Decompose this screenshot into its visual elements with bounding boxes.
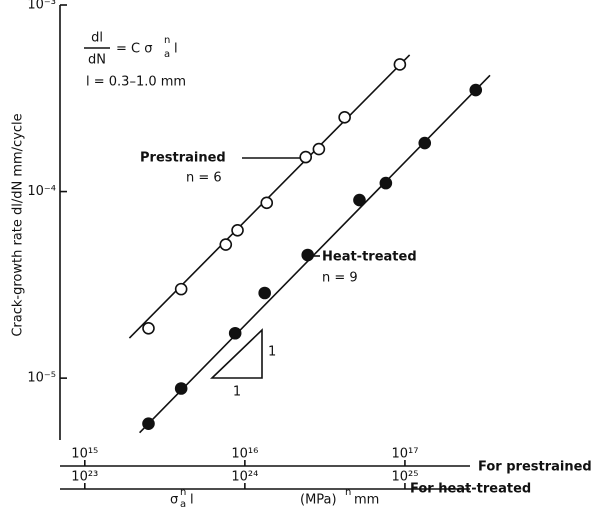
formula-tail: l bbox=[174, 42, 178, 57]
x-tick-label: 10²⁴ bbox=[231, 470, 258, 485]
data-point bbox=[338, 111, 351, 124]
formula-denominator: dN bbox=[88, 53, 106, 68]
x-tick-label: 10¹⁶ bbox=[231, 447, 258, 462]
x-label-unit: (MPa) bbox=[300, 493, 337, 508]
y-tick-label: 10⁻³ bbox=[27, 0, 56, 13]
y-tick-label: 10⁻⁴ bbox=[27, 184, 56, 199]
data-point bbox=[299, 150, 313, 164]
x2-axis-label: For heat-treated bbox=[410, 482, 531, 497]
x-tick-label: 10²³ bbox=[71, 470, 98, 485]
data-point bbox=[469, 83, 483, 97]
fit-line bbox=[139, 74, 491, 434]
x-label-symbol: σ bbox=[170, 493, 178, 508]
data-point bbox=[418, 136, 432, 150]
x-label-unit-superscript: n bbox=[345, 487, 351, 498]
x-tick-label: 10¹⁵ bbox=[71, 447, 98, 462]
data-point bbox=[142, 417, 155, 430]
data-point bbox=[219, 238, 233, 251]
data-point bbox=[174, 282, 188, 296]
series-label: Prestrained bbox=[140, 151, 226, 166]
data-point bbox=[393, 58, 407, 71]
x-axis-label: For prestrained bbox=[478, 460, 591, 475]
x-tick-label: 10²⁵ bbox=[391, 470, 418, 485]
data-point bbox=[142, 321, 155, 335]
data-point bbox=[260, 196, 274, 210]
y-tick-label: 10⁻⁵ bbox=[27, 371, 56, 386]
slope-label: 1 bbox=[268, 345, 276, 360]
slope-triangle bbox=[210, 328, 263, 379]
slope-label: 1 bbox=[233, 385, 241, 400]
data-point bbox=[228, 326, 242, 340]
y-axis-label: Crack-growth rate dl/dN mm/cycle bbox=[11, 113, 26, 336]
x-label-tail: l bbox=[190, 493, 194, 508]
data-point bbox=[312, 142, 326, 156]
x-label-subscript: a bbox=[180, 499, 186, 510]
data-point bbox=[301, 248, 315, 262]
range-note: l = 0.3–1.0 mm bbox=[86, 75, 186, 90]
data-point bbox=[258, 286, 271, 300]
data-point bbox=[353, 193, 366, 207]
formula-numerator: dl bbox=[91, 31, 103, 46]
x-label-superscript: n bbox=[180, 487, 186, 498]
formula-subscript: a bbox=[164, 49, 170, 60]
series-note: n = 6 bbox=[186, 171, 222, 186]
series-label: Heat-treated bbox=[322, 250, 417, 265]
x-label-unit-tail: mm bbox=[354, 493, 379, 508]
data-point bbox=[231, 223, 244, 237]
data-point bbox=[379, 176, 393, 190]
formula-superscript: n bbox=[164, 35, 170, 46]
x-tick-label: 10¹⁷ bbox=[391, 447, 418, 462]
series-note: n = 9 bbox=[322, 271, 358, 286]
formula-rhs: = C σ bbox=[116, 42, 152, 57]
data-point bbox=[174, 382, 188, 395]
